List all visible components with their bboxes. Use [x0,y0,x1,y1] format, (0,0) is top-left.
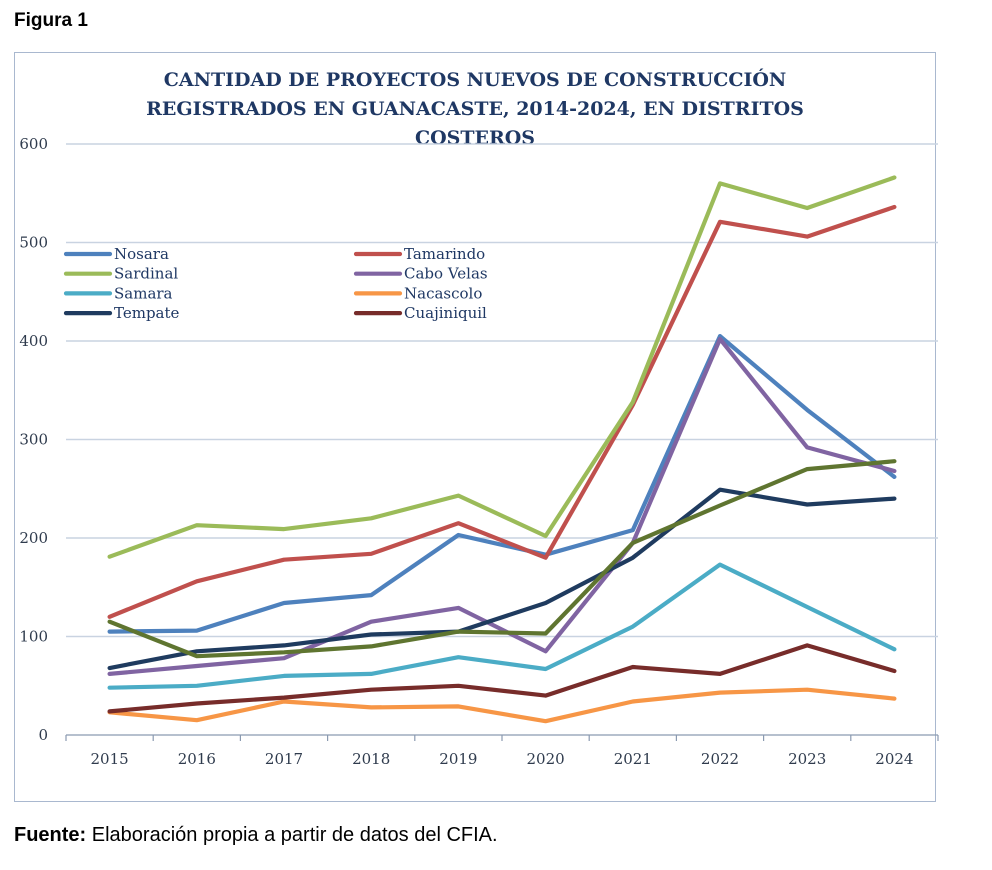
y-tick-label-400: 400 [19,332,48,350]
series-line-nacascolo [107,687,897,724]
chart-title-line-1: CANTIDAD DE PROYECTOS NUEVOS DE CONSTRUC… [163,69,787,91]
legend: Nosara Tamarindo Sardinal Cabo Velas Samara N… [63,245,488,322]
series-line-unnamed [107,459,897,659]
x-tick-label-2021: 2021 [614,750,652,768]
y-tick-label-600: 600 [19,135,48,153]
x-tick-label-2019: 2019 [439,750,477,768]
y-tick-label-200: 200 [19,529,48,547]
x-tick-label-2022: 2022 [701,750,739,768]
legend-label-cabo-velas: Cabo Velas [404,265,488,283]
legend-label-tamarindo: Tamarindo [404,245,485,263]
figure-label: Figura 1 [14,10,88,31]
x-tick-label-2018: 2018 [352,750,390,768]
legend-label-nosara: Nosara [114,245,169,263]
x-tick-label-2017: 2017 [265,750,303,768]
y-tick-label-500: 500 [19,234,48,252]
series-line-sardinal [107,175,897,559]
x-tick-label-2023: 2023 [788,750,826,768]
series-line-tempate [107,487,897,671]
series-line-tamarindo [107,204,897,619]
x-tick-label-2020: 2020 [527,750,565,768]
x-tick-label-2024: 2024 [875,750,913,768]
series-lines [107,175,897,724]
series-line-cuajiniquil [107,643,897,714]
y-tick-label-0: 0 [38,726,48,744]
chart-frame [14,52,936,802]
legend-label-samara: Samara [114,284,173,302]
x-tick-label-2015: 2015 [91,750,129,768]
y-tick-label-300: 300 [19,431,48,449]
source-prefix: Fuente: [14,824,87,846]
series-line-cabo-velas [107,336,897,677]
x-tick-label-2016: 2016 [178,750,216,768]
legend-label-tempate: Tempate [114,304,180,322]
legend-label-nacascolo: Nacascolo [404,284,482,302]
chart-title: CANTIDAD DE PROYECTOS NUEVOS DE CONSTRUC… [14,66,936,153]
y-tick-label-100: 100 [19,628,48,646]
legend-label-cuajiniquil: Cuajiniquil [404,304,487,322]
source-note: Fuente: Elaboración propia a partir de d… [14,824,498,847]
series-line-nosara [107,334,897,634]
axes: 0 100 200 300 400 500 600 2015 2016 2017 2018 2019 2… [19,135,939,768]
legend-label-sardinal: Sardinal [114,265,178,283]
chart-title-line-2: REGISTRADOS EN GUANACASTE, 2014-2024, EN… [146,98,804,120]
series-line-samara [107,562,897,690]
source-text: Elaboración propia a partir de datos del… [86,824,498,846]
gridlines [66,143,938,638]
